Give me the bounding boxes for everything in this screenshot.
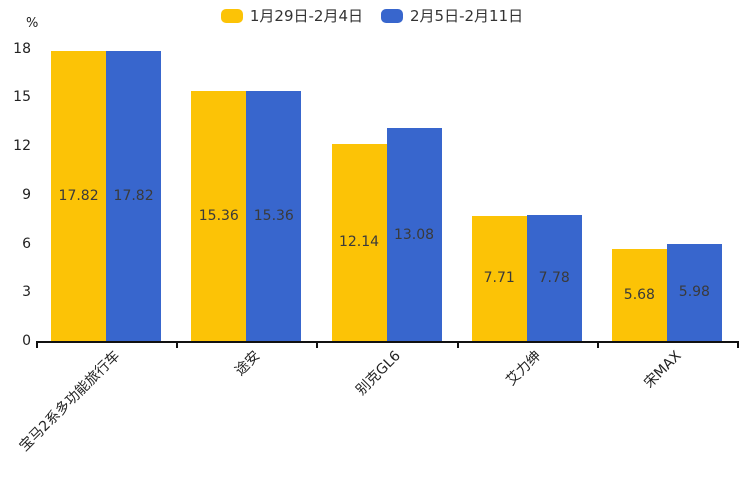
bar-series-1-category-4[interactable]: 5.98 bbox=[666, 243, 722, 341]
y-tick-label: 9 bbox=[22, 186, 31, 203]
bar-value-label: 5.68 bbox=[623, 286, 655, 303]
y-tick-label: 12 bbox=[13, 138, 31, 154]
bar-value-label: 17.82 bbox=[113, 188, 154, 205]
y-tick-label: 15 bbox=[13, 89, 31, 106]
x-axis-label-category-1: 途安 bbox=[232, 348, 264, 380]
y-tick-label: 3 bbox=[22, 284, 31, 301]
legend-item-series-0[interactable]: 1月29日-2月4日 bbox=[220, 6, 363, 26]
bar-value-label: 15.36 bbox=[253, 208, 294, 225]
y-axis-unit-label: % bbox=[26, 16, 39, 31]
x-axis-line bbox=[36, 341, 739, 343]
y-tick-label: 18 bbox=[13, 40, 31, 57]
bar-value-label: 7.71 bbox=[483, 270, 515, 287]
bar-series-0-category-0[interactable]: 17.82 bbox=[51, 51, 107, 341]
x-axis-tick bbox=[596, 341, 599, 348]
bar-value-label: 12.14 bbox=[338, 234, 380, 251]
bar-value-label: 7.78 bbox=[538, 269, 570, 286]
legend-swatch-icon bbox=[381, 9, 403, 23]
bar-value-label: 5.98 bbox=[678, 284, 710, 301]
bar-value-label: 17.82 bbox=[58, 188, 99, 205]
legend-swatch-icon bbox=[220, 9, 243, 23]
bar-series-0-category-3[interactable]: 7.71 bbox=[471, 215, 527, 341]
x-axis-label-category-2: 别克GL6 bbox=[353, 348, 404, 399]
x-axis-tick bbox=[737, 341, 739, 348]
y-tick-label: 6 bbox=[22, 235, 31, 252]
legend: 1月29日-2月4日 2月5日-2月11日 bbox=[0, 6, 744, 26]
bar-series-1-category-3[interactable]: 7.78 bbox=[526, 214, 582, 341]
bar-series-0-category-4[interactable]: 5.68 bbox=[611, 248, 667, 341]
bar-series-0-category-2[interactable]: 12.14 bbox=[331, 143, 387, 341]
x-axis-tick bbox=[176, 341, 179, 348]
bar-value-label: 13.08 bbox=[393, 226, 435, 243]
legend-label: 2月5日-2月11日 bbox=[410, 7, 524, 25]
x-axis-label-category-0: 宝马2系多功能旅行车 bbox=[16, 348, 124, 455]
bar-series-1-category-2[interactable]: 13.08 bbox=[386, 128, 442, 341]
x-axis-label-category-4: 宋MAX bbox=[640, 348, 685, 392]
y-tick-label: 0 bbox=[22, 333, 31, 349]
x-axis-tick bbox=[36, 341, 38, 348]
bar-series-0-category-1[interactable]: 15.36 bbox=[191, 91, 247, 341]
x-axis-label-category-3: 艾力绅 bbox=[503, 348, 545, 390]
legend-item-series-1[interactable]: 2月5日-2月11日 bbox=[381, 6, 523, 26]
bar-series-1-category-0[interactable]: 17.82 bbox=[106, 51, 162, 341]
x-axis-tick bbox=[316, 341, 319, 348]
bar-series-1-category-1[interactable]: 15.36 bbox=[246, 91, 302, 341]
bar-value-label: 15.36 bbox=[198, 208, 239, 225]
legend-label: 1月29日-2月4日 bbox=[249, 7, 363, 25]
x-axis-tick bbox=[456, 341, 459, 348]
